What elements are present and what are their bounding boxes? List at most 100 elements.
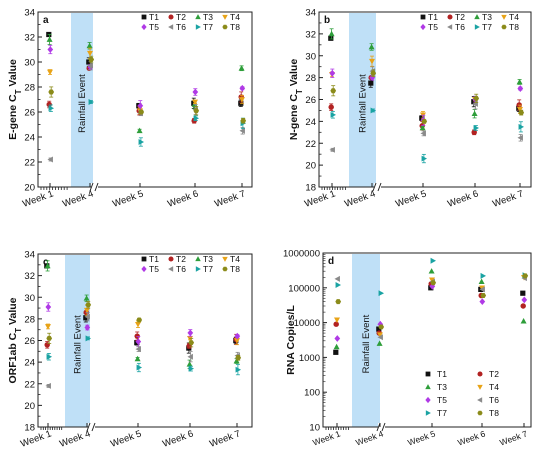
legend-marker	[168, 14, 174, 20]
data-point-t3	[516, 78, 523, 85]
data-point-t7	[335, 282, 342, 289]
data-point-t3	[328, 30, 335, 37]
data-point-t7	[235, 366, 242, 373]
data-point-t6	[420, 130, 426, 137]
x-tick-label: Week 6	[446, 188, 480, 209]
y-tick-label: 34	[305, 8, 316, 19]
data-point-t8	[335, 299, 342, 305]
data-point-t4	[87, 50, 93, 57]
data-point-t7	[188, 365, 195, 372]
data-point-t6	[84, 313, 90, 320]
data-point-t5	[429, 282, 436, 290]
legend-label: T3	[203, 12, 213, 22]
legend-marker	[477, 397, 483, 403]
y-tick-label: 20	[24, 401, 35, 412]
data-point-t6	[377, 334, 383, 341]
legend-marker	[425, 410, 431, 416]
data-point-t8	[88, 57, 95, 62]
legend-label: T4	[489, 382, 499, 392]
data-point-t6	[479, 286, 485, 293]
legend-marker	[501, 14, 507, 20]
data-point-t7	[518, 123, 525, 130]
y-axis-title-main: ORF1ab C	[7, 332, 19, 383]
x-tick-label: Week 4	[58, 428, 92, 449]
x-tick-label: Week 6	[456, 428, 487, 447]
data-point-t4	[135, 321, 141, 328]
y-tick-label: 34	[24, 8, 35, 19]
data-point-t7	[430, 257, 437, 264]
y-axis-title-main: RNA Copies/L	[285, 305, 297, 375]
data-point-t6	[45, 382, 51, 389]
legend-label: T4	[230, 254, 240, 264]
y-tick-label: 32	[24, 271, 35, 282]
y-tick-label: 24	[24, 133, 35, 144]
legend-label: T8	[489, 408, 499, 418]
data-point-t6	[87, 62, 93, 69]
legend-label: T2	[176, 254, 186, 264]
data-point-t7	[48, 105, 55, 112]
axis-break-mark	[89, 182, 94, 192]
data-point-t7	[421, 155, 428, 162]
x-tick-label: Week 6	[166, 188, 200, 209]
x-tick-label: Week 4	[61, 188, 95, 209]
panel-letter: d	[328, 256, 334, 267]
data-point-t5	[521, 296, 528, 304]
y-tick-label: 32	[24, 33, 35, 44]
data-point-t8	[473, 95, 480, 101]
data-point-t3	[376, 340, 383, 346]
legend-label: T3	[482, 12, 492, 22]
legend-label: T6	[489, 395, 499, 405]
panel-letter: a	[43, 15, 49, 26]
y-axis-title-tail: Value	[7, 59, 19, 90]
y-tick-label: 32	[305, 29, 316, 40]
axis-break-mark	[372, 182, 377, 192]
y-tick-label: 100	[304, 388, 320, 399]
data-point-t3	[333, 343, 340, 350]
data-point-t4	[377, 332, 383, 338]
data-point-t6	[187, 353, 193, 360]
legend-label: T7	[437, 408, 447, 418]
y-tick-label: 10000	[294, 318, 320, 329]
legend-marker	[195, 256, 201, 262]
rainfall-event-label: Rainfall Event	[73, 315, 84, 374]
data-point-t3	[46, 36, 53, 42]
data-point-t7	[193, 115, 200, 122]
legend-label: T3	[437, 382, 447, 392]
legend-marker	[425, 396, 431, 404]
y-tick-label: 18	[24, 423, 35, 434]
rainfall-event-label: Rainfall Event	[358, 74, 369, 133]
data-point-t2	[471, 129, 477, 136]
data-point-t8	[378, 324, 385, 330]
rainfall-band	[349, 13, 376, 187]
y-tick-label: 26	[24, 336, 35, 347]
data-point-t5	[377, 320, 384, 328]
rainfall-event-label: Rainfall Event	[361, 314, 372, 373]
legend-marker	[474, 14, 480, 20]
y-tick-label: 22	[24, 158, 35, 169]
data-point-t7	[46, 353, 53, 360]
data-point-t4	[429, 277, 435, 283]
x-tick-label: Week 7	[213, 188, 247, 209]
axis-break-mark	[377, 182, 382, 192]
axis-break-mark	[91, 422, 96, 432]
data-point-t7	[473, 124, 480, 131]
plot-frame	[37, 11, 253, 188]
data-point-t3	[520, 318, 527, 324]
data-point-t8	[188, 340, 195, 346]
legend-marker	[141, 14, 147, 20]
data-point-t8	[421, 118, 428, 124]
data-point-t1	[520, 290, 526, 296]
y-tick-label: 10	[309, 423, 320, 434]
legend-label: T7	[482, 22, 492, 32]
data-point-t7	[378, 290, 385, 297]
data-point-t7	[136, 364, 143, 371]
legend-label: T4	[230, 12, 240, 22]
x-tick-label: Week 6	[161, 428, 195, 449]
data-point-t2	[520, 303, 526, 309]
data-point-t5	[47, 46, 54, 53]
legend-label: T2	[176, 12, 186, 22]
data-point-t5	[329, 69, 336, 77]
data-point-t8	[240, 118, 247, 124]
